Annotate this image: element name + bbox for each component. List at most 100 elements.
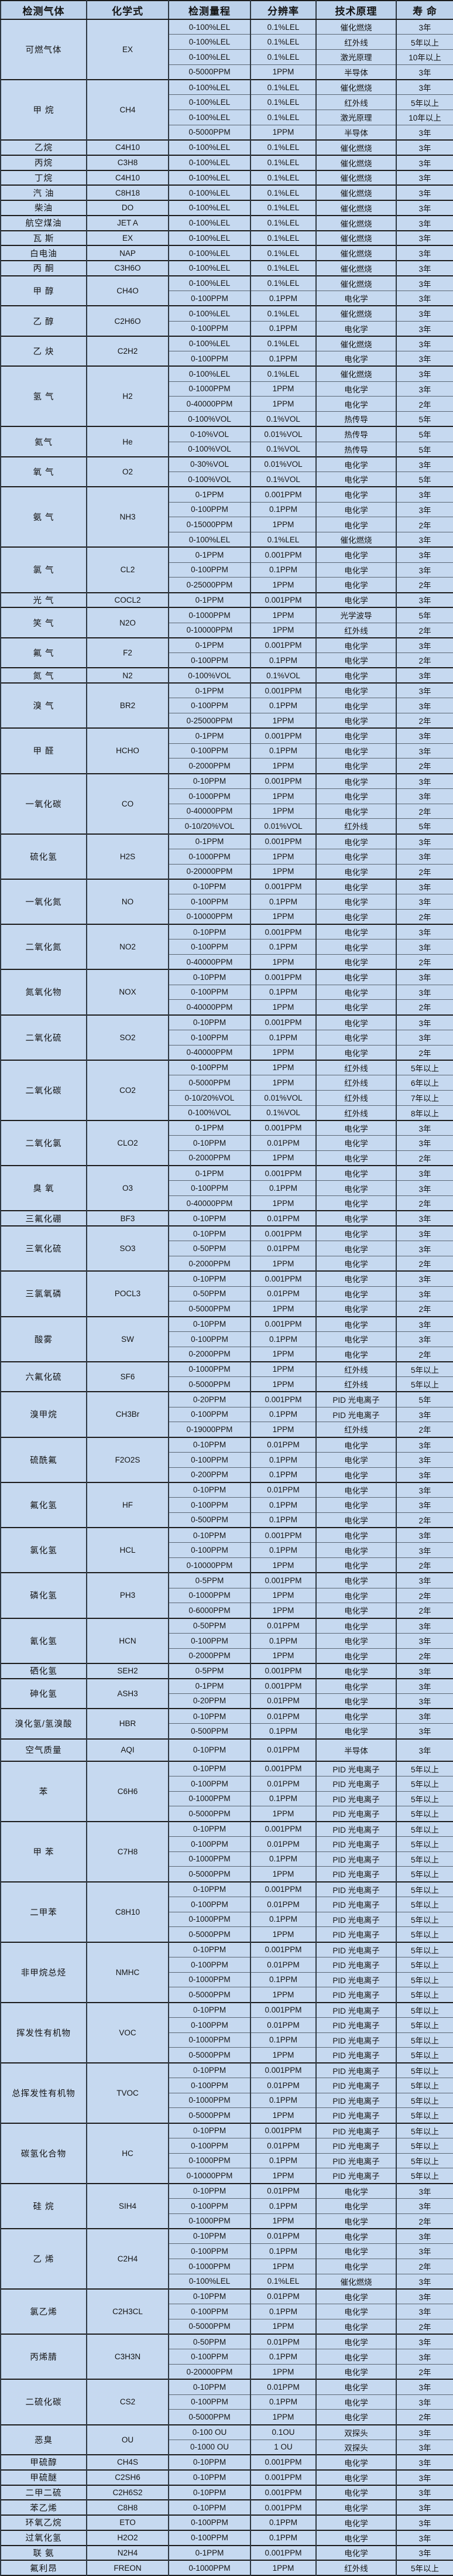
lifespan-cell: 3年 [396, 1542, 453, 1558]
range-cell: 0-100%VOL [168, 667, 251, 684]
formula-cell: CL2 [86, 546, 169, 593]
resolution-cell: 0.1PPM [250, 1911, 317, 1928]
lifespan-cell: 2年 [396, 1195, 453, 1211]
resolution-cell: 0.1PPM [250, 562, 317, 578]
range-cell: 0-10PPM [168, 1270, 251, 1287]
resolution-cell: 0.1%LEL [250, 335, 317, 351]
range-cell: 0-1000PPM [168, 2560, 251, 2576]
resolution-cell: 0.01PPM [250, 2334, 317, 2350]
range-cell: 0-10PPM [168, 1436, 251, 1453]
resolution-cell: 1PPM [250, 124, 317, 141]
table-row: 0-100PPM 0.1PPM 电化学 3年 [1, 1331, 453, 1347]
resolution-cell: 0.001PPM [250, 2499, 317, 2516]
lifespan-cell: 5年以上 [396, 2560, 453, 2576]
principle-cell: 催化燃烧 [315, 532, 397, 548]
table-row: 0-5000PPM 1PPM 红外线 6年以上 [1, 1075, 453, 1091]
range-cell: 0-100PPM [168, 2514, 251, 2531]
resolution-cell: 0.001PPM [250, 1391, 317, 1407]
resolution-cell: 0.1PPM [250, 2394, 317, 2410]
gas-name-cell: 二氧化氯 [0, 1119, 87, 1166]
range-cell: 0-10PPM [168, 878, 251, 894]
principle-cell: 电化学 [315, 2484, 397, 2500]
resolution-cell: 1PPM [250, 607, 317, 623]
formula-cell: C2H6O [86, 305, 169, 337]
lifespan-cell: 7年以上 [396, 1089, 453, 1106]
lifespan-cell: 2年 [396, 1587, 453, 1604]
principle-cell: 电化学 [315, 2454, 397, 2471]
range-cell: 0-200PPM [168, 1467, 251, 1483]
resolution-cell: 1 OU [250, 2439, 317, 2455]
range-cell: 0-100%LEL [168, 305, 251, 322]
range-cell: 0-10PPM [168, 2062, 251, 2078]
lifespan-cell: 3年 [396, 2514, 453, 2531]
principle-cell: PID 光电离子 [315, 1926, 397, 1942]
gas-name-cell: 溴甲烷 [0, 1391, 87, 1438]
resolution-cell: 1PPM [250, 396, 317, 412]
formula-cell: DO [86, 200, 169, 216]
gas-name-cell: 二甲二硫 [0, 2484, 87, 2500]
principle-cell: 红外线 [315, 1059, 397, 1075]
lifespan-cell: 5年以上 [396, 2137, 453, 2154]
range-cell: 0-2000PPM [168, 758, 251, 774]
principle-cell: 电化学 [315, 1029, 397, 1046]
table-row: 0-40000PPM 1PPM 电化学 2年 [1, 1195, 453, 1211]
formula-cell: C2SH6 [86, 2469, 169, 2485]
range-cell: 0-100PPM [168, 1896, 251, 1912]
lifespan-cell: 3年 [396, 2334, 453, 2350]
lifespan-cell: 3年 [396, 456, 453, 472]
table-row: 甲 醛 HCHO 0-1PPM 0.001PPM 电化学 3年 [0, 727, 453, 774]
formula-cell: C8H8 [86, 2499, 169, 2516]
range-cell: 0-2000PPM [168, 1150, 251, 1166]
formula-cell: O3 [86, 1164, 169, 1211]
table-row: 非甲烷总烃 NMHC 0-10PPM 0.001PPM PID 光电离子 5年以上 [0, 1941, 453, 2003]
resolution-cell: 0.001PPM [250, 1527, 317, 1543]
resolution-cell: 1PPM [250, 622, 317, 638]
principle-cell: 红外线 [315, 1089, 397, 1106]
formula-cell: HBR [86, 1708, 169, 1739]
lifespan-cell: 5年以上 [396, 2122, 453, 2138]
principle-cell: 电化学 [315, 472, 397, 487]
range-cell: 0-100PPM [168, 1542, 251, 1558]
principle-cell: 电化学 [315, 637, 397, 653]
lifespan-cell: 3年 [396, 546, 453, 563]
gas-name-cell: 氟 气 [0, 637, 87, 668]
range-cell: 0-100%LEL [168, 110, 251, 125]
principle-cell: 电化学 [315, 698, 397, 713]
resolution-cell: 1PPM [250, 1195, 317, 1211]
principle-cell: 电化学 [315, 1316, 397, 1332]
column-header-gas: 检测气体 [0, 0, 87, 20]
table-row: 0-100PPM 0.01PPM PID 光电离子 5年以上 [1, 2077, 453, 2093]
resolution-cell: 0.01PPM [250, 1956, 317, 1973]
principle-cell: 红外线 [315, 34, 397, 50]
principle-cell: 电化学 [315, 1150, 397, 1166]
range-cell: 0-100%LEL [168, 34, 251, 50]
gas-name-cell: 硫化氢 [0, 833, 87, 880]
resolution-cell: 0.1PPM [250, 1791, 317, 1807]
gas-name-cell: 甲 醇 [0, 275, 87, 306]
principle-cell: PID 光电离子 [315, 1972, 397, 1988]
principle-cell: 电化学 [315, 939, 397, 955]
resolution-cell: 0.01%VOL [250, 1089, 317, 1106]
gas-name-cell: 苯乙烯 [0, 2499, 87, 2516]
principle-cell: PID 光电离子 [315, 2153, 397, 2169]
range-cell: 0-100%VOL [168, 472, 251, 487]
principle-cell: PID 光电离子 [315, 1391, 397, 1407]
column-header-formula: 化学式 [86, 0, 169, 20]
lifespan-cell: 5年 [396, 411, 453, 427]
resolution-cell: 0.1%LEL [250, 19, 317, 35]
resolution-cell: 0.1PPM [250, 2529, 317, 2546]
range-cell: 0-100%LEL [168, 19, 251, 35]
resolution-cell: 0.01PPM [250, 2077, 317, 2093]
table-row: 0-5000PPM 1PPM 电化学 2年 [1, 1301, 453, 1317]
lifespan-cell: 2年 [396, 999, 453, 1015]
table-row: 0-100PPM 0.1PPM 电化学 3年 [1, 562, 453, 578]
range-cell: 0-5000PPM [168, 2107, 251, 2123]
lifespan-cell: 2年 [396, 908, 453, 925]
gas-name-cell: 总挥发性有机物 [0, 2062, 87, 2123]
principle-cell: 电化学 [315, 2258, 397, 2274]
principle-cell: 半导体 [315, 124, 397, 141]
principle-cell: 催化燃烧 [315, 260, 397, 276]
formula-cell: H2S [86, 833, 169, 880]
table-row: 0-1000PPM 0.1PPM PID 光电离子 5年以上 [1, 2092, 453, 2109]
